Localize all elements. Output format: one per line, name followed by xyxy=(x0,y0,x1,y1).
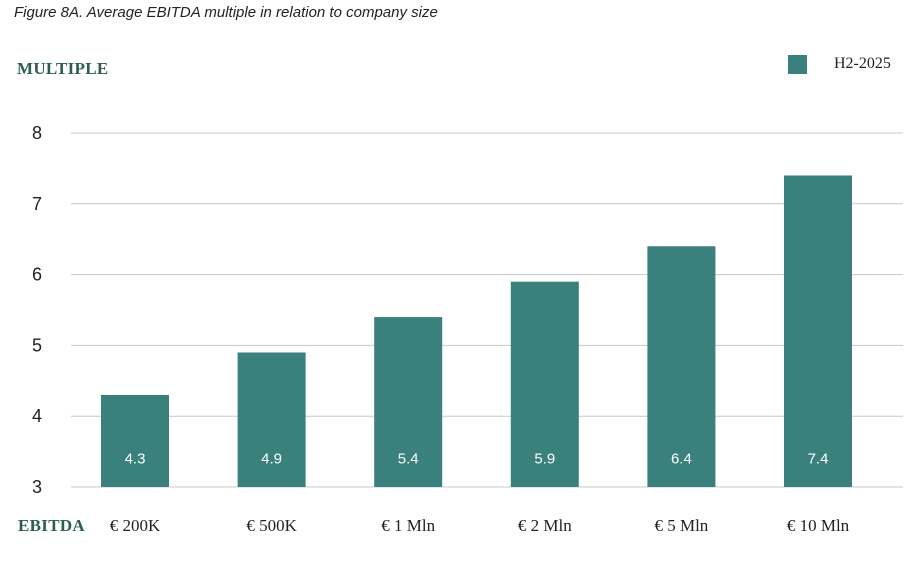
bar xyxy=(510,281,579,487)
chart-title: Figure 8A. Average EBITDA multiple in re… xyxy=(14,4,438,21)
bar-value-label: 4.3 xyxy=(125,451,146,468)
x-tick-label: € 1 Mln xyxy=(381,516,435,535)
y-tick-label: 8 xyxy=(32,123,42,143)
bar-value-label: 7.4 xyxy=(808,451,829,468)
y-axis-title: MULTIPLE xyxy=(17,59,109,78)
y-tick-label: 6 xyxy=(32,265,42,285)
legend-swatch xyxy=(788,54,807,74)
y-tick-label: 3 xyxy=(32,477,42,497)
x-tick-label: € 2 Mln xyxy=(518,516,572,535)
legend-label: H2-2025 xyxy=(834,55,891,72)
bar xyxy=(784,175,852,488)
y-tick-label: 4 xyxy=(32,406,42,426)
y-tick-label: 7 xyxy=(32,194,42,214)
legend: H2-2025 xyxy=(788,54,891,74)
x-tick-label: € 200K xyxy=(110,516,161,535)
y-tick-label: 5 xyxy=(32,335,42,355)
bar xyxy=(647,246,716,487)
bar-value-label: 6.4 xyxy=(671,451,692,468)
bar-value-label: 5.9 xyxy=(534,451,555,468)
bar xyxy=(101,394,169,487)
x-tick-label: € 5 Mln xyxy=(654,516,708,535)
x-tick-label: € 500K xyxy=(246,516,297,535)
x-axis-title: EBITDA xyxy=(18,516,85,535)
bar-value-label: 5.4 xyxy=(398,451,419,468)
bar xyxy=(237,352,306,487)
x-tick-label: € 10 Mln xyxy=(787,516,850,535)
bar xyxy=(374,317,443,487)
bar-value-label: 4.9 xyxy=(261,451,282,468)
